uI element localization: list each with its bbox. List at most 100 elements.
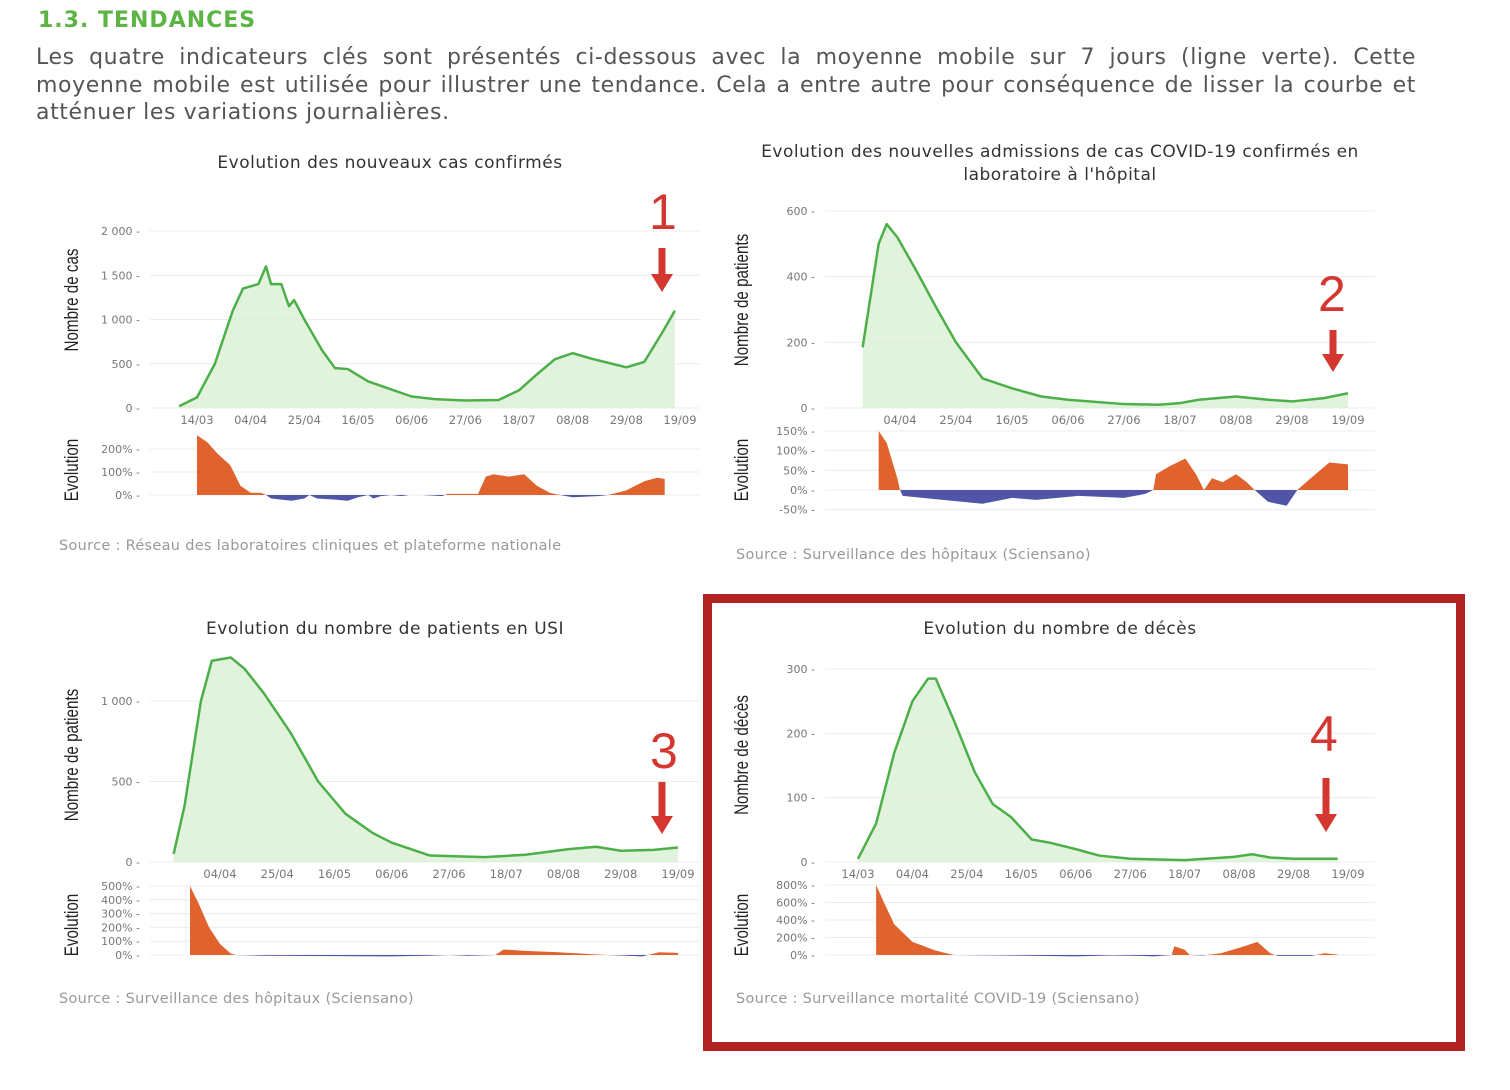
evo-tick-label: 0% - (115, 489, 140, 502)
y-tick-label: 600 - (787, 205, 815, 218)
y-tick-label: 0 - (126, 856, 140, 869)
evo-tick-label: 200% - (776, 932, 815, 945)
x-tick-label: 29/08 (610, 413, 643, 427)
x-tick-label: 19/09 (663, 413, 696, 427)
evo-tick-label: 50% - (783, 464, 815, 477)
y-tick-label: 0 - (126, 402, 140, 415)
chart-2-source: Source : Surveillance des hôpitaux (Scie… (736, 547, 1091, 563)
x-tick-label: 25/04 (950, 867, 983, 881)
evo-tick-label: -50% - (779, 504, 815, 517)
down-arrow-icon (651, 816, 673, 834)
chart-3-source: Source : Surveillance des hôpitaux (Scie… (59, 991, 414, 1007)
x-tick-label: 16/05 (1005, 867, 1038, 881)
chart-3: 0 - 500 - 1 000 - 0% -100% -200% -300% -400… (60, 656, 700, 962)
x-tick-label: 14/03 (841, 867, 874, 881)
x-tick-label: 16/05 (318, 867, 351, 881)
y-tick-label: 1 500 - (101, 269, 140, 282)
evo-tick-label: 600% - (776, 897, 815, 910)
x-tick-label: 27/06 (449, 413, 482, 427)
evo-tick-label: 500% - (101, 880, 140, 893)
y-tick-label: 200 - (787, 727, 815, 740)
x-tick-label: 19/09 (1331, 867, 1364, 881)
down-arrow-icon (658, 248, 666, 276)
x-tick-label: 16/05 (341, 413, 374, 427)
evolution-negative-bars (197, 495, 665, 501)
down-arrow-icon (1322, 354, 1344, 372)
evolution-positive-bars (190, 886, 678, 955)
evo-tick-label: 800% - (776, 879, 815, 892)
evolution-axis-label: Evolution (730, 439, 752, 501)
evo-tick-label: 200% - (101, 443, 140, 456)
x-tick-label: 14/03 (180, 413, 213, 427)
evo-tick-label: 400% - (776, 914, 815, 927)
x-tick-label: 06/06 (1051, 413, 1084, 427)
evolution-axis-label: Evolution (60, 894, 82, 956)
y-tick-label: 2 000 - (101, 225, 140, 238)
evolution-axis-label: Evolution (730, 894, 752, 956)
moving-average-line (178, 265, 676, 408)
x-tick-label: 19/09 (661, 867, 694, 881)
y-tick-label: 300 - (787, 663, 815, 676)
evolution-positive-bars (876, 885, 1338, 955)
y-tick-label: 200 - (787, 336, 815, 349)
down-arrow-icon (658, 782, 666, 818)
x-tick-label: 29/08 (1277, 867, 1310, 881)
x-tick-label: 29/08 (604, 867, 637, 881)
moving-average-line (861, 222, 1349, 406)
evo-tick-label: 0% - (790, 484, 815, 497)
y-tick-label: 1 000 - (101, 314, 140, 327)
down-arrow-icon (1322, 778, 1330, 816)
x-tick-label: 27/06 (1107, 413, 1140, 427)
y-tick-label: 0 - (801, 856, 815, 869)
daily-bars-area (179, 266, 675, 408)
x-tick-label: 08/08 (1223, 867, 1256, 881)
evo-tick-label: 150% - (776, 425, 815, 438)
x-tick-label: 27/06 (432, 867, 465, 881)
evo-tick-label: 300% - (101, 908, 140, 921)
intro-paragraph: Les quatre indicateurs clés sont présent… (36, 45, 1416, 125)
x-tick-label: 18/07 (490, 867, 523, 881)
chart-2-title: Evolution des nouvelles admissions de ca… (761, 142, 1359, 185)
x-tick-label: 18/07 (1168, 867, 1201, 881)
x-tick-label: 27/06 (1114, 867, 1147, 881)
y-axis-label: Nombre de cas (60, 249, 82, 352)
x-tick-label: 25/04 (288, 413, 321, 427)
down-arrow-icon (651, 274, 673, 292)
annotation-3: 3 (650, 723, 678, 779)
x-tick-label: 08/08 (1219, 413, 1252, 427)
evo-tick-label: 100% - (101, 935, 140, 948)
x-tick-label: 25/04 (939, 413, 972, 427)
highlight-frame (703, 594, 1465, 1051)
x-tick-label: 18/07 (502, 413, 535, 427)
y-tick-label: 1 000 - (101, 695, 140, 708)
daily-bars-area (173, 657, 678, 862)
y-axis-label: Nombre de patients (60, 689, 82, 822)
daily-bars-area (862, 224, 1348, 408)
chart-1-source: Source : Réseau des laboratoires cliniqu… (59, 538, 562, 554)
daily-bars-area (858, 678, 1338, 862)
chart-1: 0 - 500 - 1 000 - 1 500 - 2 000 - 0% - 100% - 2… (60, 225, 700, 502)
y-axis-label: Nombre de décès (730, 695, 752, 815)
chart-3-title: Evolution du nombre de patients en USI (206, 619, 564, 639)
evo-tick-label: 200% - (101, 921, 140, 934)
evo-tick-label: 0% - (115, 949, 140, 962)
x-tick-label: 08/08 (556, 413, 589, 427)
evolution-negative-bars (190, 955, 678, 957)
chart-1-title: Evolution des nouveaux cas confirmés (217, 153, 563, 173)
evolution-negative-bars (878, 490, 1348, 506)
x-tick-label: 16/05 (995, 413, 1028, 427)
moving-average-line (172, 656, 679, 859)
evo-tick-label: 100% - (101, 466, 140, 479)
x-tick-label: 19/09 (1331, 413, 1364, 427)
x-tick-label: 08/08 (547, 867, 580, 881)
x-tick-label: 06/06 (395, 413, 428, 427)
evo-tick-label: 100% - (776, 445, 815, 458)
section-title: 1.3. TENDANCES (38, 8, 257, 33)
x-tick-label: 06/06 (375, 867, 408, 881)
down-arrow-icon (1315, 814, 1337, 832)
y-tick-label: 500 - (112, 358, 140, 371)
y-axis-label: Nombre de patients (730, 234, 752, 367)
evo-tick-label: 400% - (101, 894, 140, 907)
